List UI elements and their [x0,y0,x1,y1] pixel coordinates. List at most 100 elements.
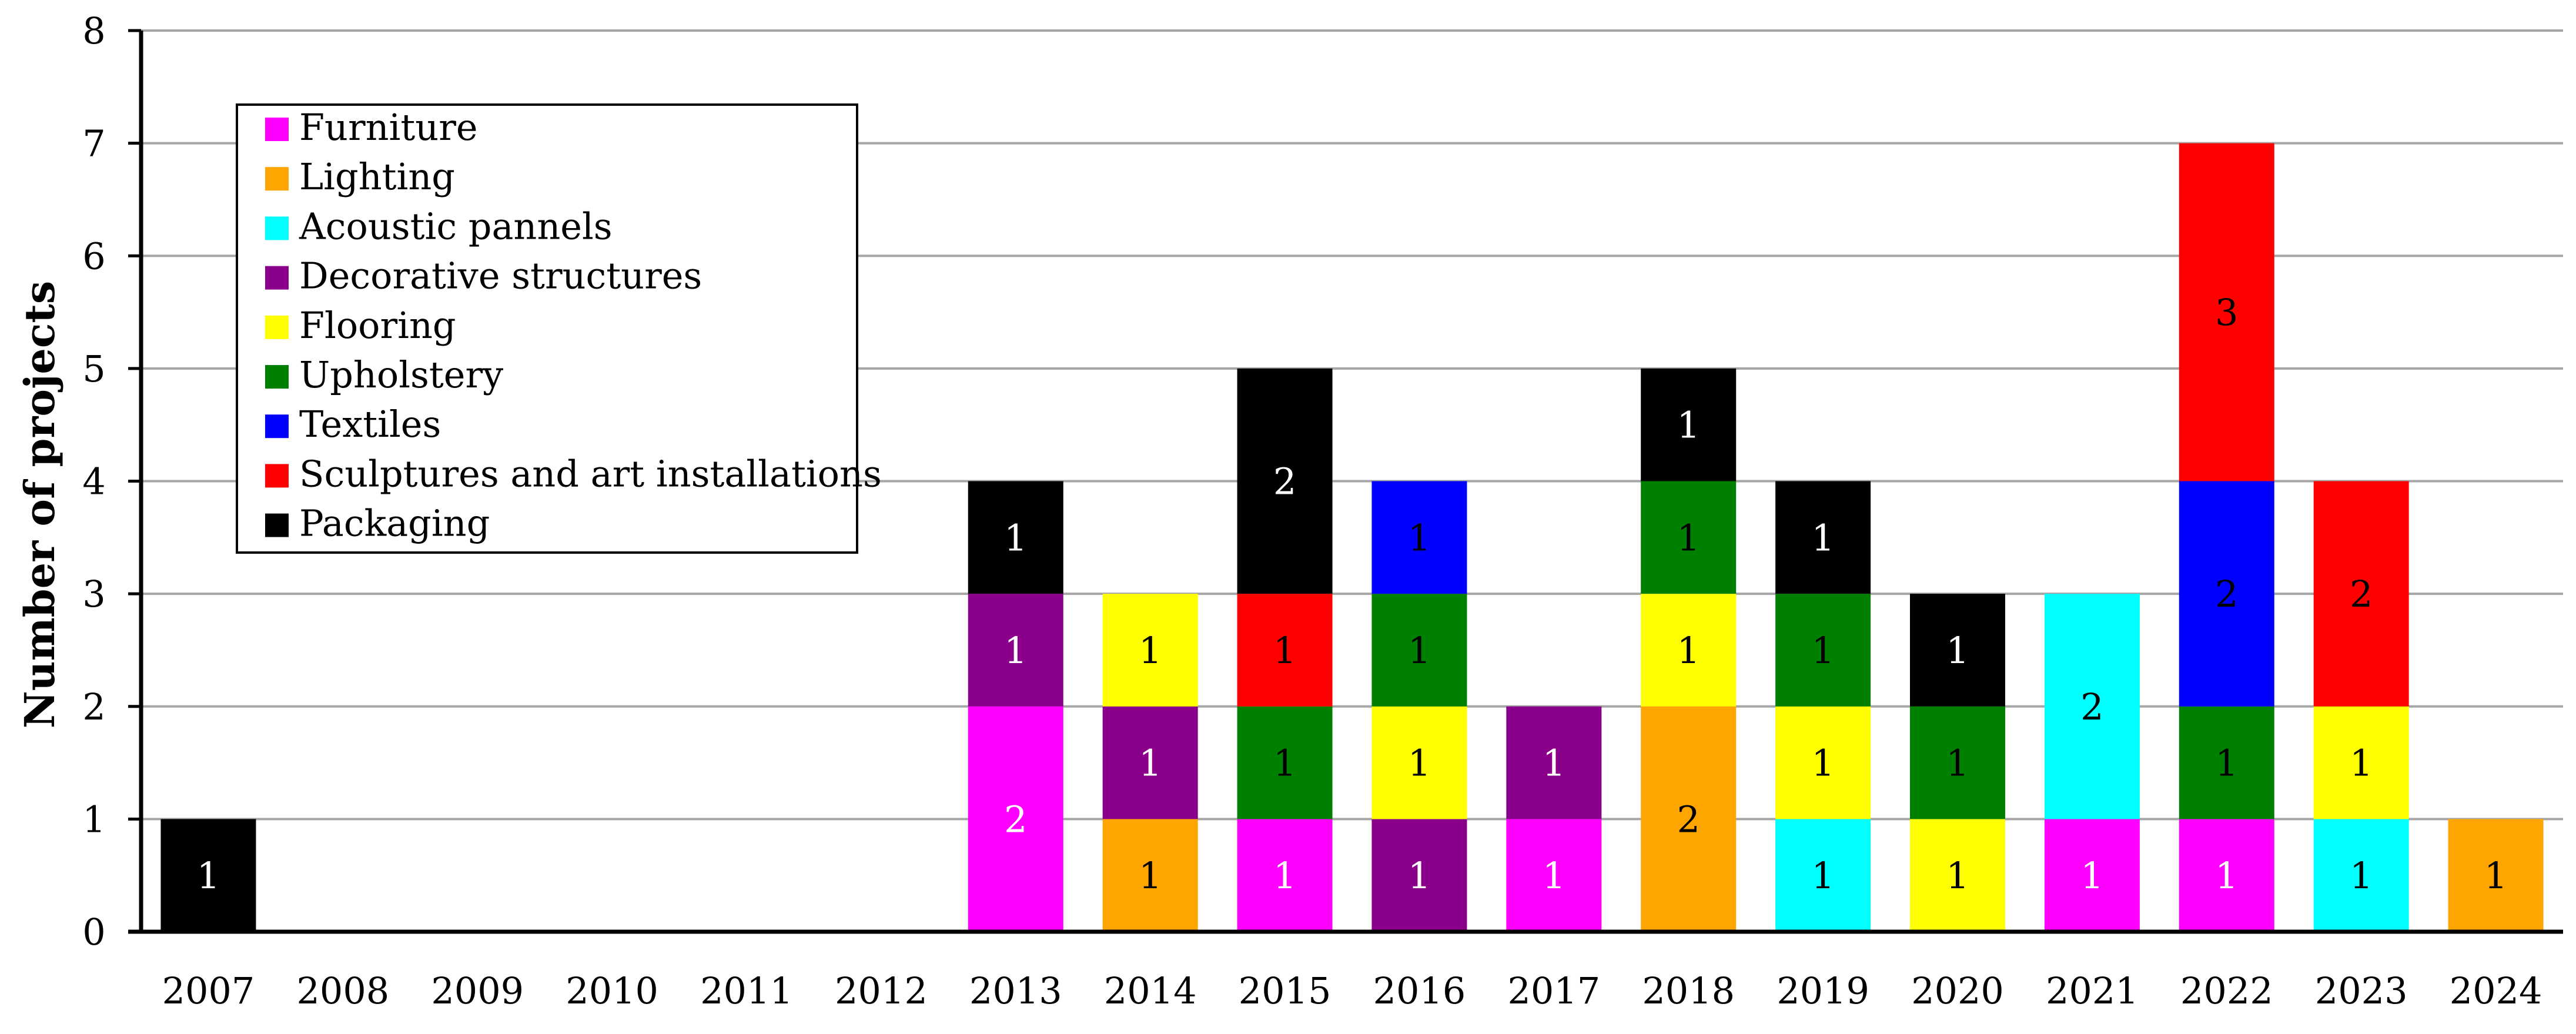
legend-entry: Acoustic pannels [299,205,613,247]
data-label: 1 [1946,629,1969,672]
bar-segment [1102,594,1198,707]
data-label: 2 [2080,685,2103,728]
x-tick-label: 2015 [1239,969,1332,1012]
x-tick-label: 2008 [296,969,389,1012]
bar-segment [968,706,1063,932]
bar-segment [2313,819,2409,932]
x-tick-label: 2018 [1642,969,1735,1012]
data-label: 1 [2215,854,2238,897]
data-label: 1 [1004,516,1027,559]
x-tick-label: 2014 [1104,969,1197,1012]
bar-segment [2179,819,2274,932]
legend-swatch [265,513,289,537]
bar-segment [1910,706,2005,819]
data-label: 1 [1543,742,1565,785]
legend: Furniture Lighting Acoustic pannels Decorat… [236,103,882,554]
data-label: 2 [2215,573,2238,615]
bar-segment [1775,706,1871,819]
x-tick-label: 2020 [1911,969,2004,1012]
legend-entry: Decorative structures [299,255,702,297]
data-label: 1 [2350,854,2373,897]
data-label: 1 [1139,854,1162,897]
bar-segment [1910,819,2005,932]
x-tick-label: 2009 [431,969,524,1012]
bar-segment [1371,481,1467,594]
y-tick-label: 4 [82,460,105,503]
y-tick-label: 0 [82,911,105,953]
bar-segment [1641,594,1737,707]
legend-entry: Packaging [299,502,490,545]
bar-segment [1506,819,1602,932]
data-label: 1 [1273,629,1296,672]
legend-swatch [265,167,289,191]
x-tick-label: 2010 [566,969,658,1012]
bar-segment [1102,706,1198,819]
legend-entry: Textiles [299,403,441,446]
data-label: 1 [197,854,220,897]
legend-entry: Lighting [299,155,455,198]
bar-segment [1371,594,1467,707]
data-label: 1 [1408,516,1431,559]
legend-entry: Flooring [299,304,456,347]
data-label: 1 [1946,854,1969,897]
data-label: 1 [1677,404,1700,447]
data-label: 1 [1811,742,1834,785]
bar-segment [1910,594,2005,707]
data-label: 1 [1408,854,1431,897]
x-tick-label: 2019 [1777,969,1869,1012]
bar-segment [1641,481,1737,594]
data-label: 3 [2215,291,2238,334]
y-tick-label: 1 [82,798,105,841]
bar-segment [2044,819,2140,932]
bar-segment [1641,706,1737,932]
data-label: 2 [1004,798,1027,841]
legend-box [236,103,858,554]
data-label: 1 [1811,516,1834,559]
bar-segment [1506,706,1602,819]
bar-segment [2448,819,2544,932]
axes: 0 1 2 3 4 5 6 7 8 2007 2008 2009 2010 2011 2012 2013 201… [82,9,2563,1012]
bar-segment [160,819,256,932]
bar-segment [2044,594,2140,819]
data-label: 1 [2484,854,2507,897]
x-tick-label: 2023 [2315,969,2408,1012]
bar-segment [1237,706,1333,819]
data-label: 1 [1946,742,1969,785]
data-label: 1 [1408,629,1431,672]
y-tick-label: 6 [82,235,105,277]
data-label: 1 [1139,742,1162,785]
data-label: 1 [1677,516,1700,559]
x-tick-label: 2017 [1507,969,1600,1012]
bar-segment [1641,368,1737,481]
x-tick-label: 2022 [2180,969,2273,1012]
data-label: 1 [1273,742,1296,785]
data-label: 1 [1139,629,1162,672]
bar-segment [1371,819,1467,932]
data-label: 1 [1677,629,1700,672]
x-tick-label: 2007 [162,969,255,1012]
bar-segment [2313,706,2409,819]
legend-swatch [265,315,289,339]
x-tick-label: 2012 [835,969,928,1012]
bars: 1 2 1 1 1 1 1 1 1 1 2 1 1 1 1 1 1 2 1 1 1 1 1 1 1 1 1 1 1 2 1 1 2 3 1 1 2 1 [160,143,2544,932]
x-tick-label: 2013 [969,969,1062,1012]
y-tick-label: 3 [82,573,105,615]
bar-segment [1237,368,1333,594]
y-axis-title: Number of projects [15,281,64,729]
bar-segment [1371,706,1467,819]
bar-segment [1102,819,1198,932]
legend-swatch [265,414,289,439]
y-tick-label: 8 [82,9,105,52]
x-tick-label: 2011 [700,969,793,1012]
x-tick-label: 2016 [1373,969,1466,1012]
y-tick-label: 2 [82,685,105,728]
legend-entry: Upholstery [299,353,503,396]
bar-segment [1775,481,1871,594]
legend-swatch [265,464,289,488]
data-label: 2 [1677,798,1700,841]
bar-segment [2313,481,2409,707]
bar-segment [2179,481,2274,707]
data-label: 1 [1004,629,1027,672]
y-tick-label: 5 [82,347,105,390]
